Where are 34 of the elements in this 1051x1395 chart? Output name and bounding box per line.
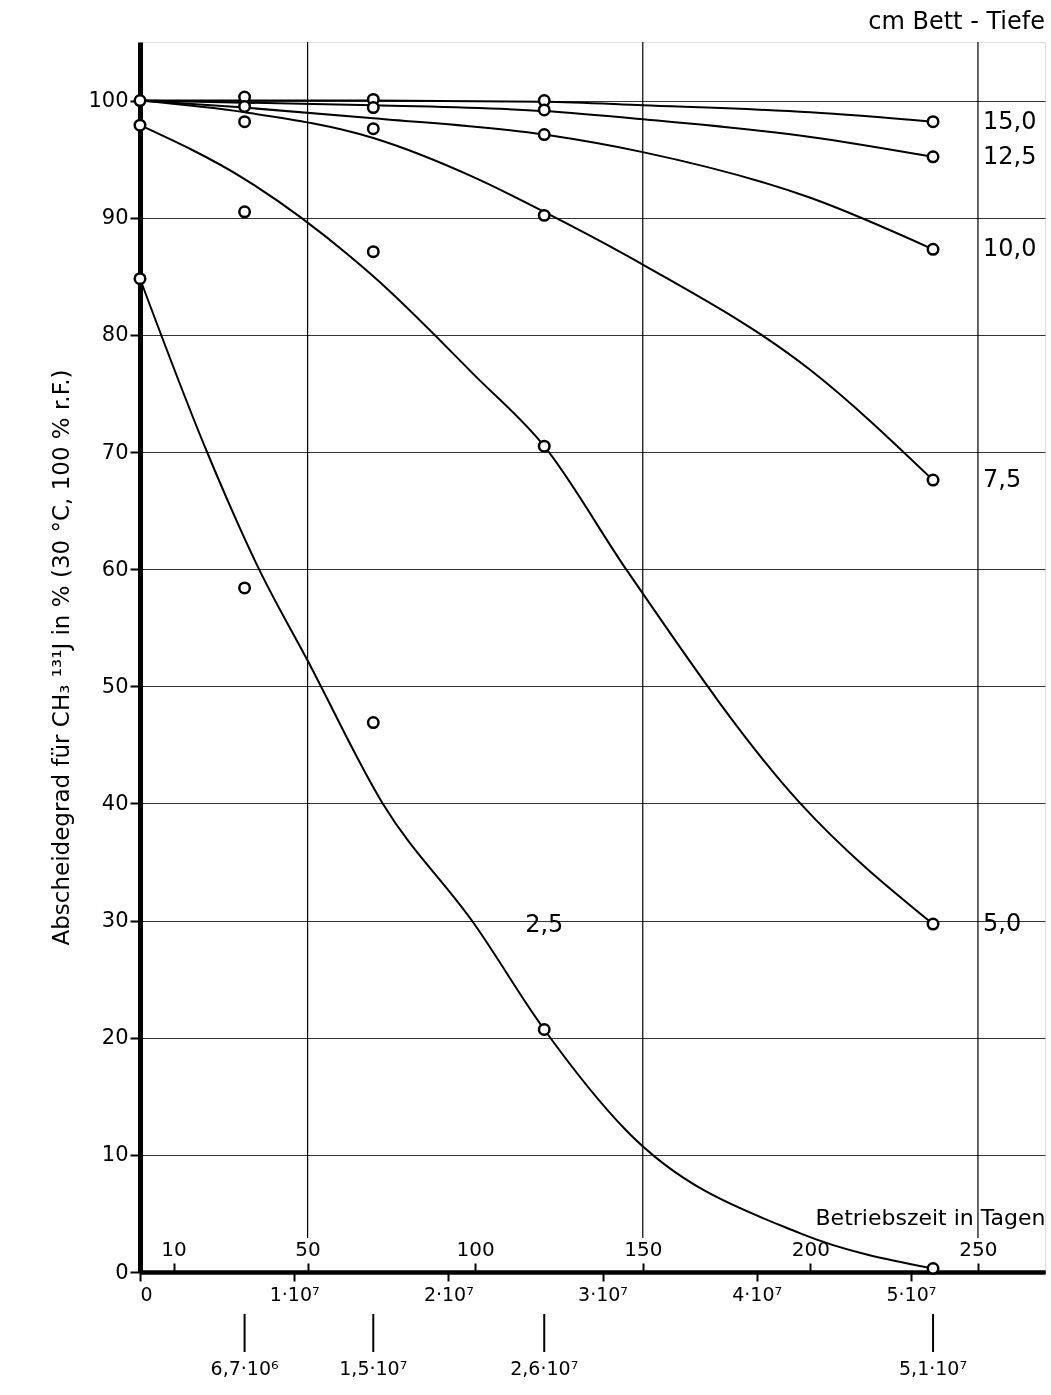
y-tick-label: 20 [101,1025,129,1050]
x-axis-title: Betriebszeit in Tagen [815,1204,1046,1230]
x2-tick-label: 3·10⁷ [578,1282,628,1305]
y-axis-title: Abscheidegrad für CH₃ ¹³¹J in % (30 °C, 100 % r.F.) [48,369,75,946]
annotation: 15,0 [983,106,1037,135]
y-tick-label: 10 [101,1142,129,1167]
x2-tick-label: 1·10⁷ [269,1282,320,1305]
y-tick-label: 30 [101,908,129,933]
annotation: 2,6·10⁷ [510,1357,579,1379]
y-tick-label: 50 [101,673,129,698]
annotation: 1,5·10⁷ [339,1357,408,1379]
x-tick-label: 200 [791,1236,830,1261]
y-tick-label: 70 [101,439,129,464]
x2-tick-label: 5·10⁷ [886,1282,937,1305]
x2-tick-label: 0 [140,1282,153,1305]
y-tick-label: 90 [101,205,129,230]
y-tick-label: 100 [88,88,129,113]
annotation: 10,0 [983,234,1037,263]
x-tick-label: 150 [624,1236,663,1261]
text: cm Bett - Tiefe [868,7,1045,35]
x-tick-label: 250 [959,1236,998,1261]
x-tick-label: 50 [295,1236,321,1261]
x-tick-label: 100 [456,1236,495,1261]
x2-tick-label: 4·10⁷ [732,1282,783,1305]
annotation: 7,5 [983,465,1022,494]
annotation: 12,5 [983,141,1037,170]
annotation: 5,1·10⁷ [899,1357,968,1379]
x2-tick-label: 2·10⁷ [423,1282,474,1305]
annotation: 6,7·10⁶ [210,1357,279,1379]
x-tick-label: 10 [161,1236,187,1261]
y-tick-label: 40 [101,790,129,815]
y-tick-label: 80 [101,322,129,347]
y-tick-label: 60 [101,556,129,581]
y-tick-label: 0 [115,1259,129,1284]
